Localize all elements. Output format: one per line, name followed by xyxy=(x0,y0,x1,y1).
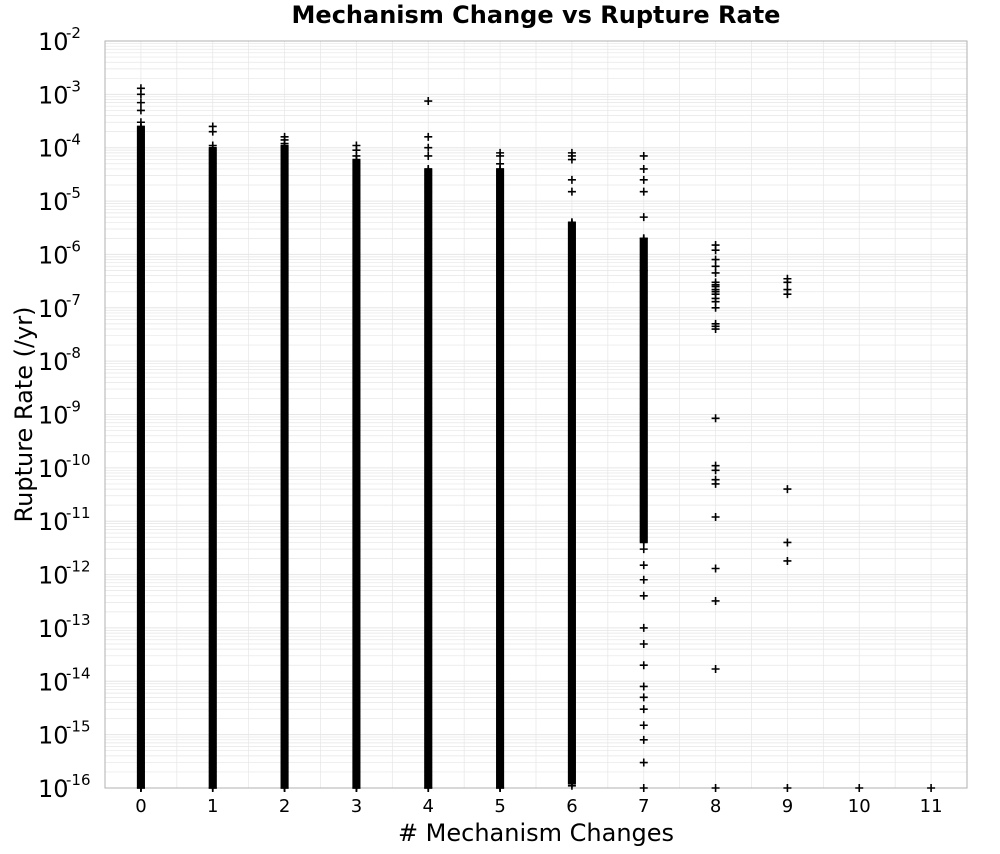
data-point xyxy=(137,118,145,126)
data-point xyxy=(137,106,145,114)
data-point xyxy=(209,128,217,136)
data-point xyxy=(137,90,145,98)
grid xyxy=(105,41,967,788)
